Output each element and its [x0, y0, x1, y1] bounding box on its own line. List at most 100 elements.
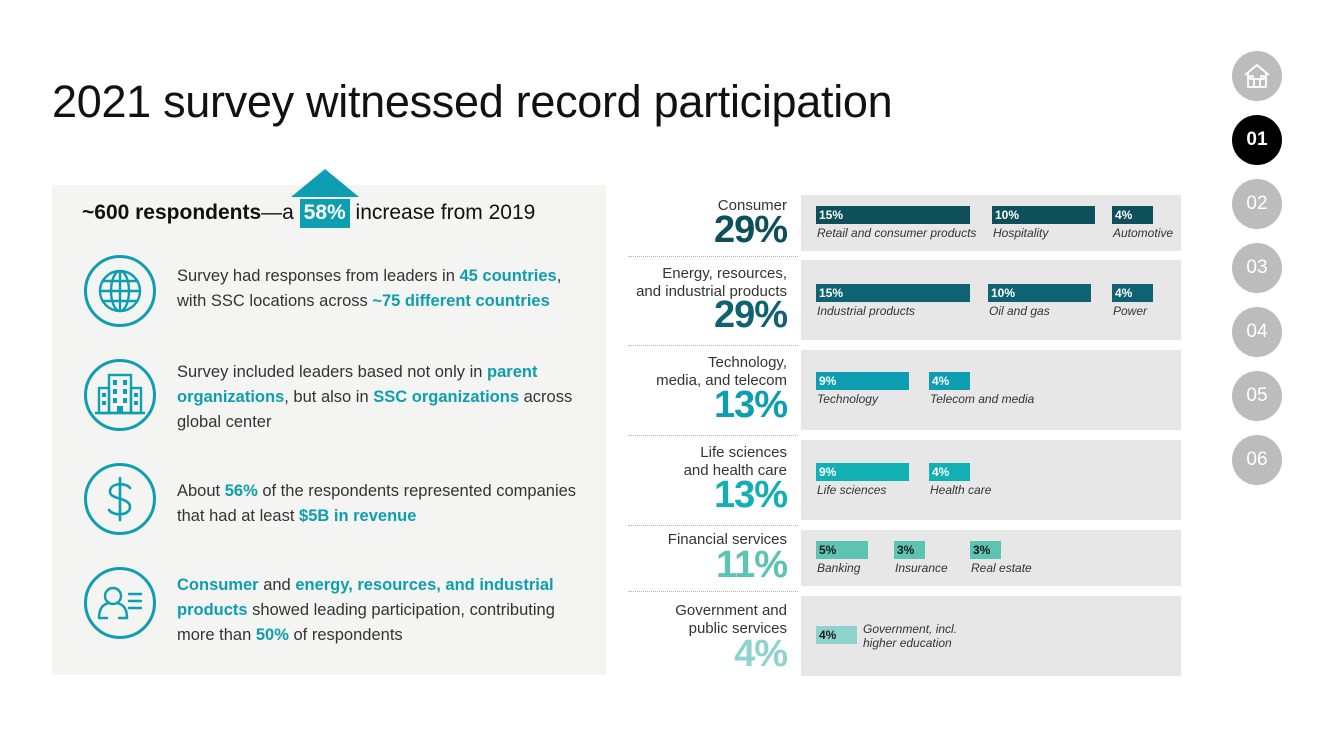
bullet-text: Survey had responses from leaders in 45 …: [177, 264, 577, 314]
sector-label-line: public services: [688, 620, 787, 637]
body-text: across global center: [177, 388, 573, 431]
sub-sector-bar: 5%: [816, 541, 868, 559]
headline-tail: increase from 2019: [349, 201, 536, 224]
nav-section-03[interactable]: 03: [1232, 243, 1282, 293]
sector-pct: 29%: [713, 209, 788, 251]
row-divider: [628, 525, 798, 526]
sub-sector-label: Oil and gas: [989, 304, 1050, 318]
sector-label: Energy, resources, and industrial product…: [636, 265, 787, 301]
highlight-text: 56%: [224, 482, 258, 500]
bullet-text: About 56% of the respondents represented…: [177, 479, 577, 529]
sub-sector-label: Government, incl. higher education: [863, 622, 958, 650]
dollar-icon: [84, 463, 156, 535]
sub-sector-bar: 3%: [894, 541, 925, 559]
sub-sector-label: Hospitality: [993, 226, 1049, 240]
body-text: , but also in: [284, 388, 374, 406]
sub-sector-label: Power: [1113, 304, 1148, 318]
sub-sector-bar: 4%: [929, 463, 970, 481]
sub-sector-label: Real estate: [971, 561, 1032, 575]
nav-section-06[interactable]: 06: [1232, 435, 1282, 485]
building-icon: [84, 359, 156, 431]
sector-label-line: Energy, resources,: [662, 265, 787, 282]
summary-panel: ~600 respondents—a 58% increase from 201…: [52, 169, 606, 675]
sector-breakdown: [801, 596, 1181, 676]
sector-label-line: Government and: [675, 602, 787, 619]
body-text: of respondents: [288, 626, 403, 644]
sub-sector-label: Retail and consumer products: [817, 226, 977, 240]
nav-section-02[interactable]: 02: [1232, 179, 1282, 229]
sub-sector-bar: 4%: [1112, 206, 1153, 224]
highlight-text: $5B in revenue: [299, 507, 417, 525]
headline: ~600 respondents—a 58% increase from 201…: [82, 169, 536, 228]
body-text: Survey included leaders based not only i…: [177, 363, 488, 381]
sub-sector-bar: 4%: [1112, 284, 1153, 302]
body-text: Survey had responses from leaders in: [177, 267, 460, 285]
sub-sector-label: Industrial products: [817, 304, 916, 318]
sub-sector-label: Automotive: [1113, 226, 1174, 240]
sub-sector-bar: 9%: [816, 463, 909, 481]
row-divider: [628, 435, 798, 436]
highlight-text: 50%: [255, 626, 289, 644]
sector-breakdown: [801, 350, 1181, 430]
increase-pct: 58%: [299, 199, 350, 228]
sector-label: Financial services: [668, 531, 787, 549]
sub-sector-bar: 10%: [992, 206, 1095, 224]
body-text: showed leading participation, contributi…: [177, 601, 555, 644]
sub-sector-bar: 15%: [816, 206, 970, 224]
sector-pct: 13%: [713, 474, 788, 516]
increase-badge: 58%: [290, 169, 359, 228]
sub-sector-bar: 10%: [988, 284, 1091, 302]
sector-label-line: Life sciences: [700, 444, 787, 461]
sector-label-line: Technology,: [708, 354, 787, 371]
highlight-text: energy, resources, and industrial produc…: [177, 576, 554, 619]
nav-home-button[interactable]: [1232, 51, 1282, 101]
sub-sector-bar: 15%: [816, 284, 970, 302]
sub-sector-label: Telecom and media: [930, 392, 1035, 406]
up-arrow-icon: [290, 169, 359, 197]
body-text: , with SSC locations across: [177, 267, 562, 310]
sub-sector-bar: 4%: [816, 626, 857, 644]
sector-label-line: media, and telecom: [656, 372, 787, 389]
body-text: and: [258, 576, 296, 594]
sector-label: Technology, media, and telecom: [656, 354, 787, 390]
sub-sector-bar: 4%: [929, 372, 970, 390]
sector-pct: 13%: [713, 384, 788, 426]
headline-mid: —a: [261, 201, 300, 224]
row-divider: [628, 345, 798, 346]
body-text: About: [177, 482, 225, 500]
highlight-text: ~75 different countries: [372, 292, 550, 310]
page-title: 2021 survey witnessed record participati…: [52, 76, 893, 127]
row-divider: [628, 256, 798, 257]
sector-label-line: Financial services: [667, 531, 787, 548]
nav-section-05[interactable]: 05: [1232, 371, 1282, 421]
highlight-text: 45 countries: [459, 267, 557, 285]
nav-section-04[interactable]: 04: [1232, 307, 1282, 357]
bullet-text: Survey included leaders based not only i…: [177, 360, 577, 435]
sector-pct: 4%: [734, 633, 788, 675]
nav-section-01[interactable]: 01: [1232, 115, 1282, 165]
row-divider: [628, 591, 798, 592]
person-list-icon: [84, 567, 156, 639]
sub-sector-label: Health care: [930, 483, 992, 497]
sub-sector-bar: 9%: [816, 372, 909, 390]
headline-bold: ~600 respondents: [82, 201, 262, 224]
highlight-text: parent organizations: [177, 363, 538, 406]
highlight-text: SSC organizations: [373, 388, 520, 406]
bullet-text: Consumer and energy, resources, and indu…: [177, 573, 577, 648]
sub-sector-bar: 3%: [970, 541, 1001, 559]
sub-sector-label: Insurance: [895, 561, 948, 575]
sector-pct: 11%: [716, 544, 788, 586]
sector-label-line: Consumer: [717, 197, 787, 214]
globe-icon: [84, 255, 156, 327]
body-text: of the respondents represented companies…: [177, 482, 577, 525]
sub-sector-label: Technology: [817, 392, 878, 406]
sector-label: Consumer: [718, 197, 787, 215]
sector-label-line: and industrial products: [636, 283, 787, 300]
highlight-text: Consumer: [177, 576, 259, 594]
sector-label-line: and health care: [683, 462, 787, 479]
sub-sector-label: Banking: [817, 561, 861, 575]
sector-label: Government and public services: [675, 602, 787, 638]
sector-label: Life sciences and health care: [684, 444, 787, 480]
sector-pct: 29%: [713, 294, 788, 336]
home-icon: [1244, 64, 1270, 88]
